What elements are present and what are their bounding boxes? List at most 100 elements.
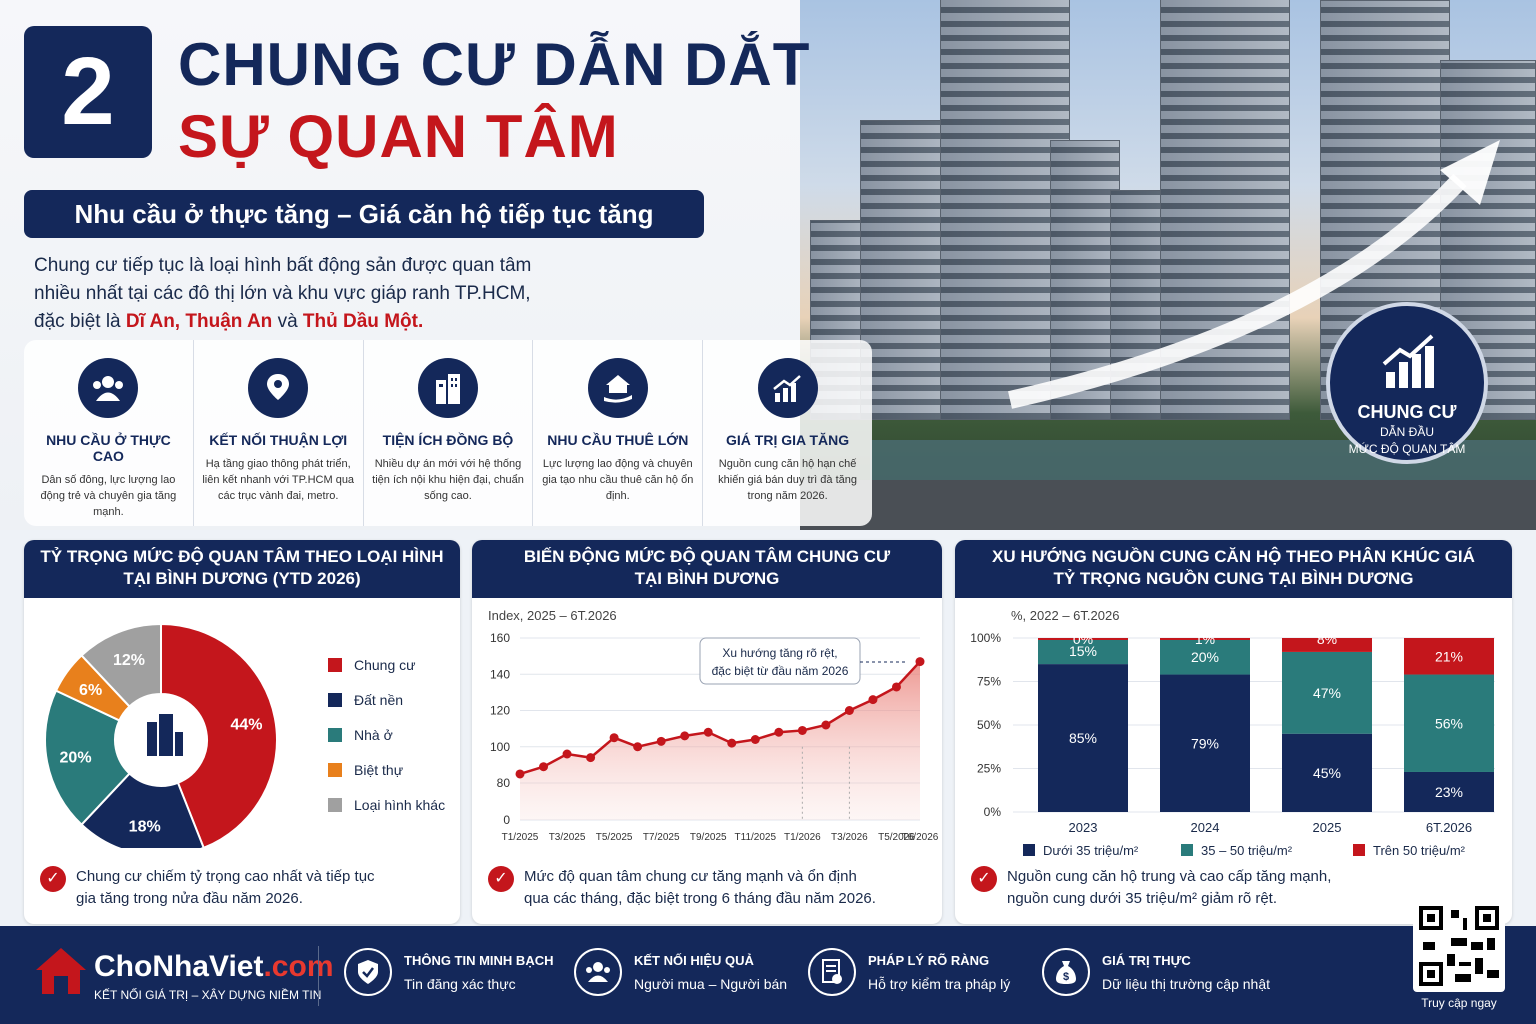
legend-label: Loại hình khác xyxy=(354,797,445,813)
legend-swatch xyxy=(328,763,342,777)
line-point xyxy=(797,725,807,735)
bar-value-label: 15% xyxy=(1069,643,1097,659)
footer: ChoNhaViet.com KẾT NỐI GIÁ TRỊ – XÂY DỰN… xyxy=(0,900,1536,1024)
stacked-bar-chart: %, 2022 – 6T.20260%25%50%75%100%85%15%0%… xyxy=(970,608,1495,858)
page-title-line2: SỰ QUAN TÂM xyxy=(178,103,619,170)
bar-segment xyxy=(1404,674,1494,772)
y-tick-label: 0 xyxy=(503,813,510,827)
line-point xyxy=(609,733,619,743)
bar-segment xyxy=(1404,771,1494,812)
legend-label: Đất nền xyxy=(354,692,403,708)
location-icon xyxy=(248,358,309,418)
bar-value-label: 47% xyxy=(1313,685,1341,701)
bar-chart-icon xyxy=(1382,334,1434,388)
city-icon xyxy=(147,714,183,756)
intro-paragraph: Chung cư tiếp tục là loại hình bất động … xyxy=(34,255,532,332)
bar-segment xyxy=(1282,651,1372,734)
bar-segment xyxy=(1038,638,1128,640)
leader-badge: CHUNG CƯ DẪN ĐẦU MỨC ĐỘ QUAN TÂM xyxy=(1326,302,1488,464)
line-point xyxy=(703,727,713,737)
house-logo-icon xyxy=(36,948,86,994)
legend-label: Nhà ở xyxy=(354,727,393,743)
legend-swatch xyxy=(328,728,342,742)
feature-item: NHU CẦU Ở THỰC CAO Dân số đông, lực lượn… xyxy=(24,340,194,526)
qr-code[interactable] xyxy=(1413,900,1505,992)
bar-segment xyxy=(1282,733,1372,812)
line-point xyxy=(562,749,572,759)
line-note: ✓ Mức độ quan tâm chung cư tăng mạnh và ổ… xyxy=(488,866,876,910)
feature-item: GIÁ TRỊ GIA TĂNG Nguồn cung căn hộ hạn c… xyxy=(703,340,872,526)
bar-segment xyxy=(1038,664,1128,812)
bar-segment xyxy=(1160,638,1250,640)
x-tick-label: 2025 xyxy=(1313,820,1342,835)
x-tick-label: T3/2026 xyxy=(831,832,868,843)
check-icon: ✓ xyxy=(488,866,514,892)
bar-segment xyxy=(1160,674,1250,812)
legend-label: Chung cư xyxy=(354,657,416,673)
people-icon xyxy=(78,358,139,418)
bar-value-label: 56% xyxy=(1435,715,1463,731)
bar-value-label: 79% xyxy=(1191,735,1219,751)
x-tick-label: T11/2025 xyxy=(735,832,777,843)
pie-slice-label: 12% xyxy=(113,652,145,669)
x-tick-label: T5/2025 xyxy=(596,832,633,843)
bar-value-label: 0% xyxy=(1073,631,1093,647)
feature-item: NHU CẦU THUÊ LỚN Lực lượng lao động và c… xyxy=(533,340,704,526)
y-tick-label: 100 xyxy=(490,740,510,754)
feature-item: TIỆN ÍCH ĐỒNG BỘ Nhiều dự án mới với hệ … xyxy=(364,340,534,526)
x-tick-label: T7/2025 xyxy=(643,832,680,843)
line-point xyxy=(868,695,878,705)
line-point xyxy=(891,682,901,692)
footer-item-value: $ GIÁ TRỊ THỰC Dữ liệu thị trường cập nhậ… xyxy=(1042,948,1270,996)
line-point xyxy=(586,753,596,763)
line-point xyxy=(727,738,737,748)
x-tick-label: T9/2025 xyxy=(690,832,727,843)
x-tick-label: T1/2026 xyxy=(784,832,821,843)
line-chart: Index, 2025 – 6T.2026 0 80 100 120 140 160 T1/2… xyxy=(488,608,939,843)
bar-segment xyxy=(1282,638,1372,652)
line-panel: BIẾN ĐỘNG MỨC ĐỘ QUAN TÂM CHUNG CƯ TẠI BÌ… xyxy=(472,540,942,924)
x-tick-label: 6T.2026 xyxy=(1426,820,1472,835)
bar-value-label: 20% xyxy=(1191,649,1219,665)
pie-panel-header: TỶ TRỌNG MỨC ĐỘ QUAN TÂM THEO LOẠI HÌNH T… xyxy=(24,540,460,598)
line-point xyxy=(844,706,854,715)
qr-code-icon xyxy=(1419,906,1499,986)
pie-slice xyxy=(160,622,278,850)
x-tick-label: 2024 xyxy=(1191,820,1220,835)
subtitle-banner: Nhu cầu ở thực tăng – Giá căn hộ tiếp tụ… xyxy=(24,190,704,238)
annotation-text: đặc biệt từ đầu năm 2026 xyxy=(712,664,849,678)
y-tick-label: 120 xyxy=(490,704,510,718)
y-tick-label: 100% xyxy=(970,631,1001,645)
line-point xyxy=(633,742,643,752)
pie-slice-label: 6% xyxy=(79,682,102,699)
line-point xyxy=(515,769,525,779)
legend-label: Trên 50 triệu/m² xyxy=(1373,843,1466,858)
y-tick-label: 75% xyxy=(977,675,1001,689)
legend-label: Biệt thự xyxy=(354,762,403,778)
y-tick-label: 0% xyxy=(984,805,1002,819)
pie-slice-label: 20% xyxy=(60,749,92,766)
legend-swatch xyxy=(1023,844,1035,856)
rising-arrow-icon xyxy=(1008,140,1500,409)
annotation-text: Xu hướng tăng rõ rệt, xyxy=(722,646,837,660)
bar-panel-header: XU HƯỚNG NGUỒN CUNG CĂN HỘ THEO PHÂN KHÚ… xyxy=(955,540,1512,598)
line-point xyxy=(915,657,925,667)
feature-item: KẾT NỐI THUẬN LỢI Hạ tầng giao thông phá… xyxy=(194,340,364,526)
bar-panel: XU HƯỚNG NGUỒN CUNG CĂN HỘ THEO PHÂN KHÚ… xyxy=(955,540,1512,924)
legend-label: 35 – 50 triệu/m² xyxy=(1201,843,1293,858)
bar-value-label: 23% xyxy=(1435,784,1463,800)
x-tick-label: T6/2026 xyxy=(902,832,939,843)
page-title-line1: CHUNG CƯ DẪN DẮT xyxy=(178,31,811,98)
x-tick-label: 2023 xyxy=(1069,820,1098,835)
hero-section: 2 CHUNG CƯ DẪN DẮT SỰ QUAN TÂM Nhu cầu ở… xyxy=(0,0,1536,530)
brand-suffix: .com xyxy=(263,950,334,983)
pie-note: ✓ Chung cư chiếm tỷ trọng cao nhất và tiế… xyxy=(40,866,375,910)
bar-value-label: 85% xyxy=(1069,730,1097,746)
y-tick-label: 140 xyxy=(490,667,510,681)
line-point xyxy=(750,735,760,744)
feature-strip: NHU CẦU Ở THỰC CAO Dân số đông, lực lượn… xyxy=(24,340,872,526)
line-point xyxy=(539,762,549,772)
bar-value-label: 8% xyxy=(1317,631,1337,647)
bar-value-label: 21% xyxy=(1435,648,1463,664)
growth-icon xyxy=(757,358,818,418)
